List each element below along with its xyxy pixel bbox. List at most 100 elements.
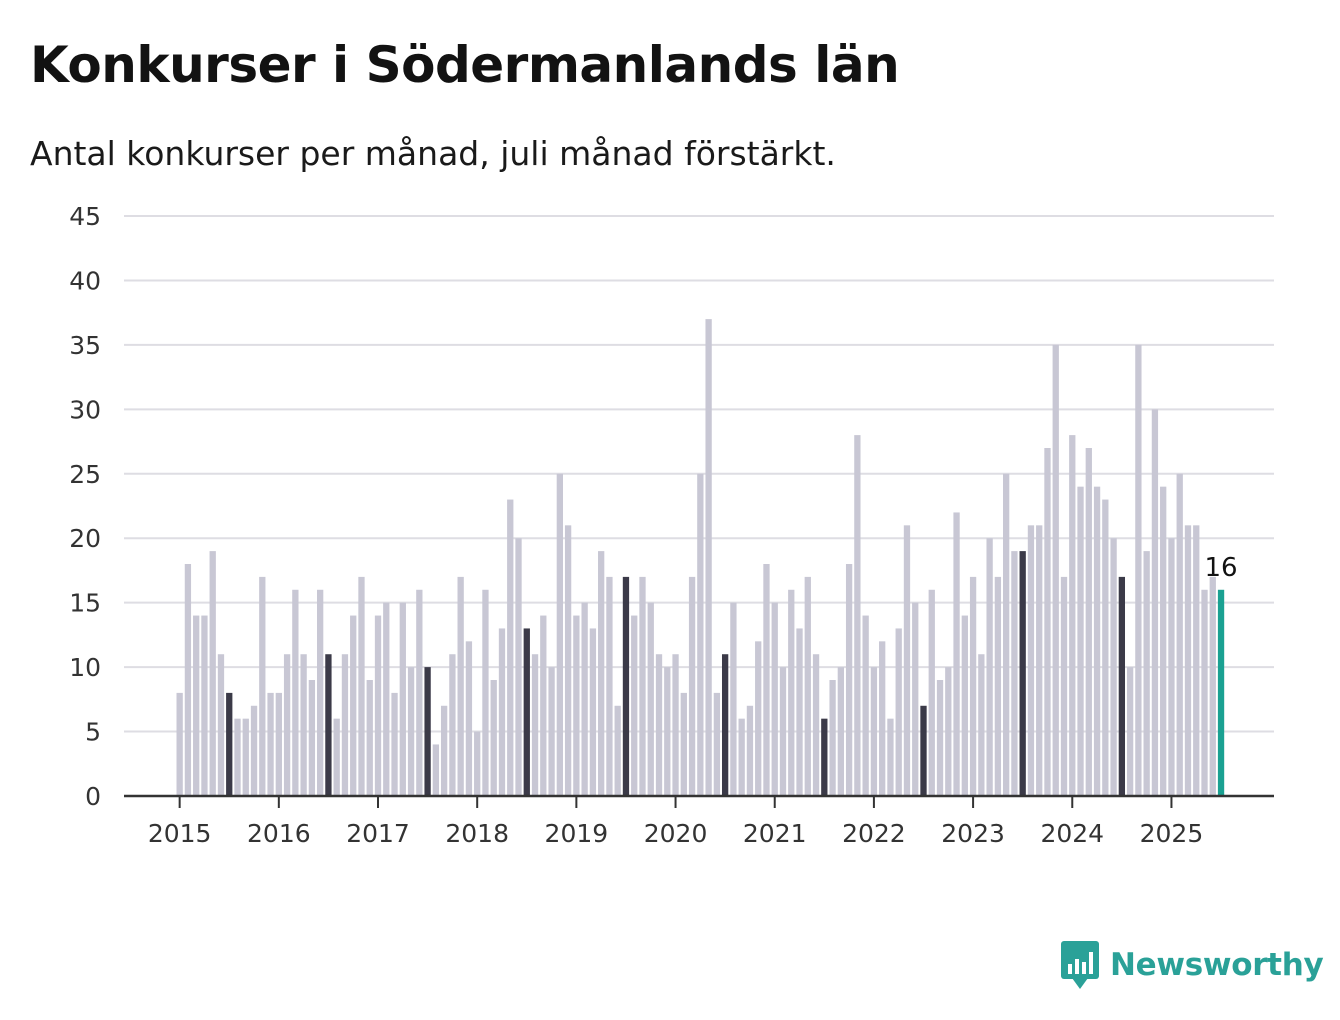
bar: [887, 718, 894, 796]
bar: [383, 602, 390, 796]
bar: [821, 718, 828, 796]
x-tick-label: 2025: [1140, 819, 1204, 848]
bar: [639, 576, 646, 796]
newsworthy-logo-icon: [1061, 941, 1099, 989]
bar: [407, 667, 415, 796]
x-tick-label: 2023: [941, 819, 1005, 848]
x-tick-label: 2019: [545, 819, 609, 848]
bar: [920, 705, 927, 796]
bar: [1143, 551, 1150, 796]
bar: [1077, 486, 1084, 796]
bar: [490, 680, 497, 796]
bar: [548, 667, 555, 796]
bar: [680, 692, 687, 796]
bar: [936, 680, 944, 796]
bar: [928, 589, 935, 796]
bar: [1069, 435, 1076, 796]
bar: [176, 692, 183, 796]
brand-logo: Newsworthy: [1060, 940, 1324, 990]
bar: [226, 692, 233, 796]
bar: [804, 576, 811, 796]
bar: [697, 473, 704, 796]
x-tick-label: 2016: [247, 819, 311, 848]
bar: [755, 641, 762, 796]
bar: [440, 705, 448, 796]
bar: [1110, 538, 1117, 796]
bar: [854, 435, 861, 796]
bar: [788, 589, 795, 796]
bar: [969, 576, 977, 796]
bar: [812, 654, 820, 796]
bar: [556, 473, 563, 796]
bar: [457, 576, 464, 796]
bar: [738, 718, 745, 796]
y-tick-label: 15: [69, 589, 101, 618]
bar: [1126, 667, 1134, 796]
bar: [1160, 486, 1167, 796]
bar: [540, 615, 547, 796]
y-tick-label: 5: [85, 718, 101, 747]
bar: [1193, 525, 1200, 796]
bar: [837, 667, 844, 796]
bar: [416, 589, 423, 796]
bar: [796, 628, 803, 796]
bar: [631, 615, 638, 796]
bar: [589, 628, 597, 796]
bar: [432, 744, 440, 796]
bar: [953, 512, 960, 796]
bar: [201, 615, 208, 796]
y-tick-label: 30: [69, 395, 101, 424]
chart-subtitle: Antal konkurser per månad, juli månad fö…: [30, 134, 836, 173]
bar: [870, 667, 878, 796]
bar: [598, 551, 605, 796]
bar: [308, 680, 316, 796]
y-tick-label: 20: [69, 524, 101, 553]
bar: [482, 589, 489, 796]
bar: [1184, 525, 1192, 796]
bar: [531, 654, 539, 796]
bar: [1019, 551, 1026, 796]
bar: [961, 615, 968, 796]
latest-value-label: 16: [1204, 553, 1237, 583]
bar: [986, 538, 993, 796]
y-tick-label: 0: [85, 782, 101, 811]
bar: [507, 499, 514, 796]
bar: [184, 564, 192, 796]
bar: [564, 525, 572, 796]
bar: [721, 654, 729, 796]
bar-latest: [1217, 589, 1225, 796]
bar: [515, 538, 522, 796]
bar: [1003, 473, 1010, 796]
bar: [424, 667, 431, 796]
x-tick-label: 2017: [346, 819, 410, 848]
bar: [1011, 551, 1018, 796]
bar: [300, 654, 307, 796]
bar: [1135, 344, 1142, 796]
bar: [1151, 409, 1159, 796]
x-tick-label: 2021: [743, 819, 807, 848]
bar: [275, 692, 282, 796]
bar: [325, 654, 332, 796]
bar: [1027, 525, 1035, 796]
bar: [259, 576, 266, 796]
bar: [994, 576, 1002, 796]
x-tick-label: 2018: [445, 819, 509, 848]
bar: [945, 667, 952, 796]
bar: [746, 705, 754, 796]
bar: [705, 319, 712, 796]
bar: [366, 680, 373, 796]
bar: [581, 602, 588, 796]
bar: [1209, 576, 1216, 796]
bar: [713, 692, 721, 796]
x-tick-label: 2022: [842, 819, 906, 848]
chart-title: Konkurser i Södermanlands län: [30, 36, 900, 94]
bar: [498, 628, 506, 796]
bar: [672, 654, 679, 796]
bar: [391, 692, 398, 796]
bar: [1093, 486, 1101, 796]
bar: [350, 615, 357, 796]
y-tick-label: 40: [69, 266, 101, 295]
bar: [1052, 344, 1059, 796]
brand-name: Newsworthy: [1110, 947, 1324, 983]
